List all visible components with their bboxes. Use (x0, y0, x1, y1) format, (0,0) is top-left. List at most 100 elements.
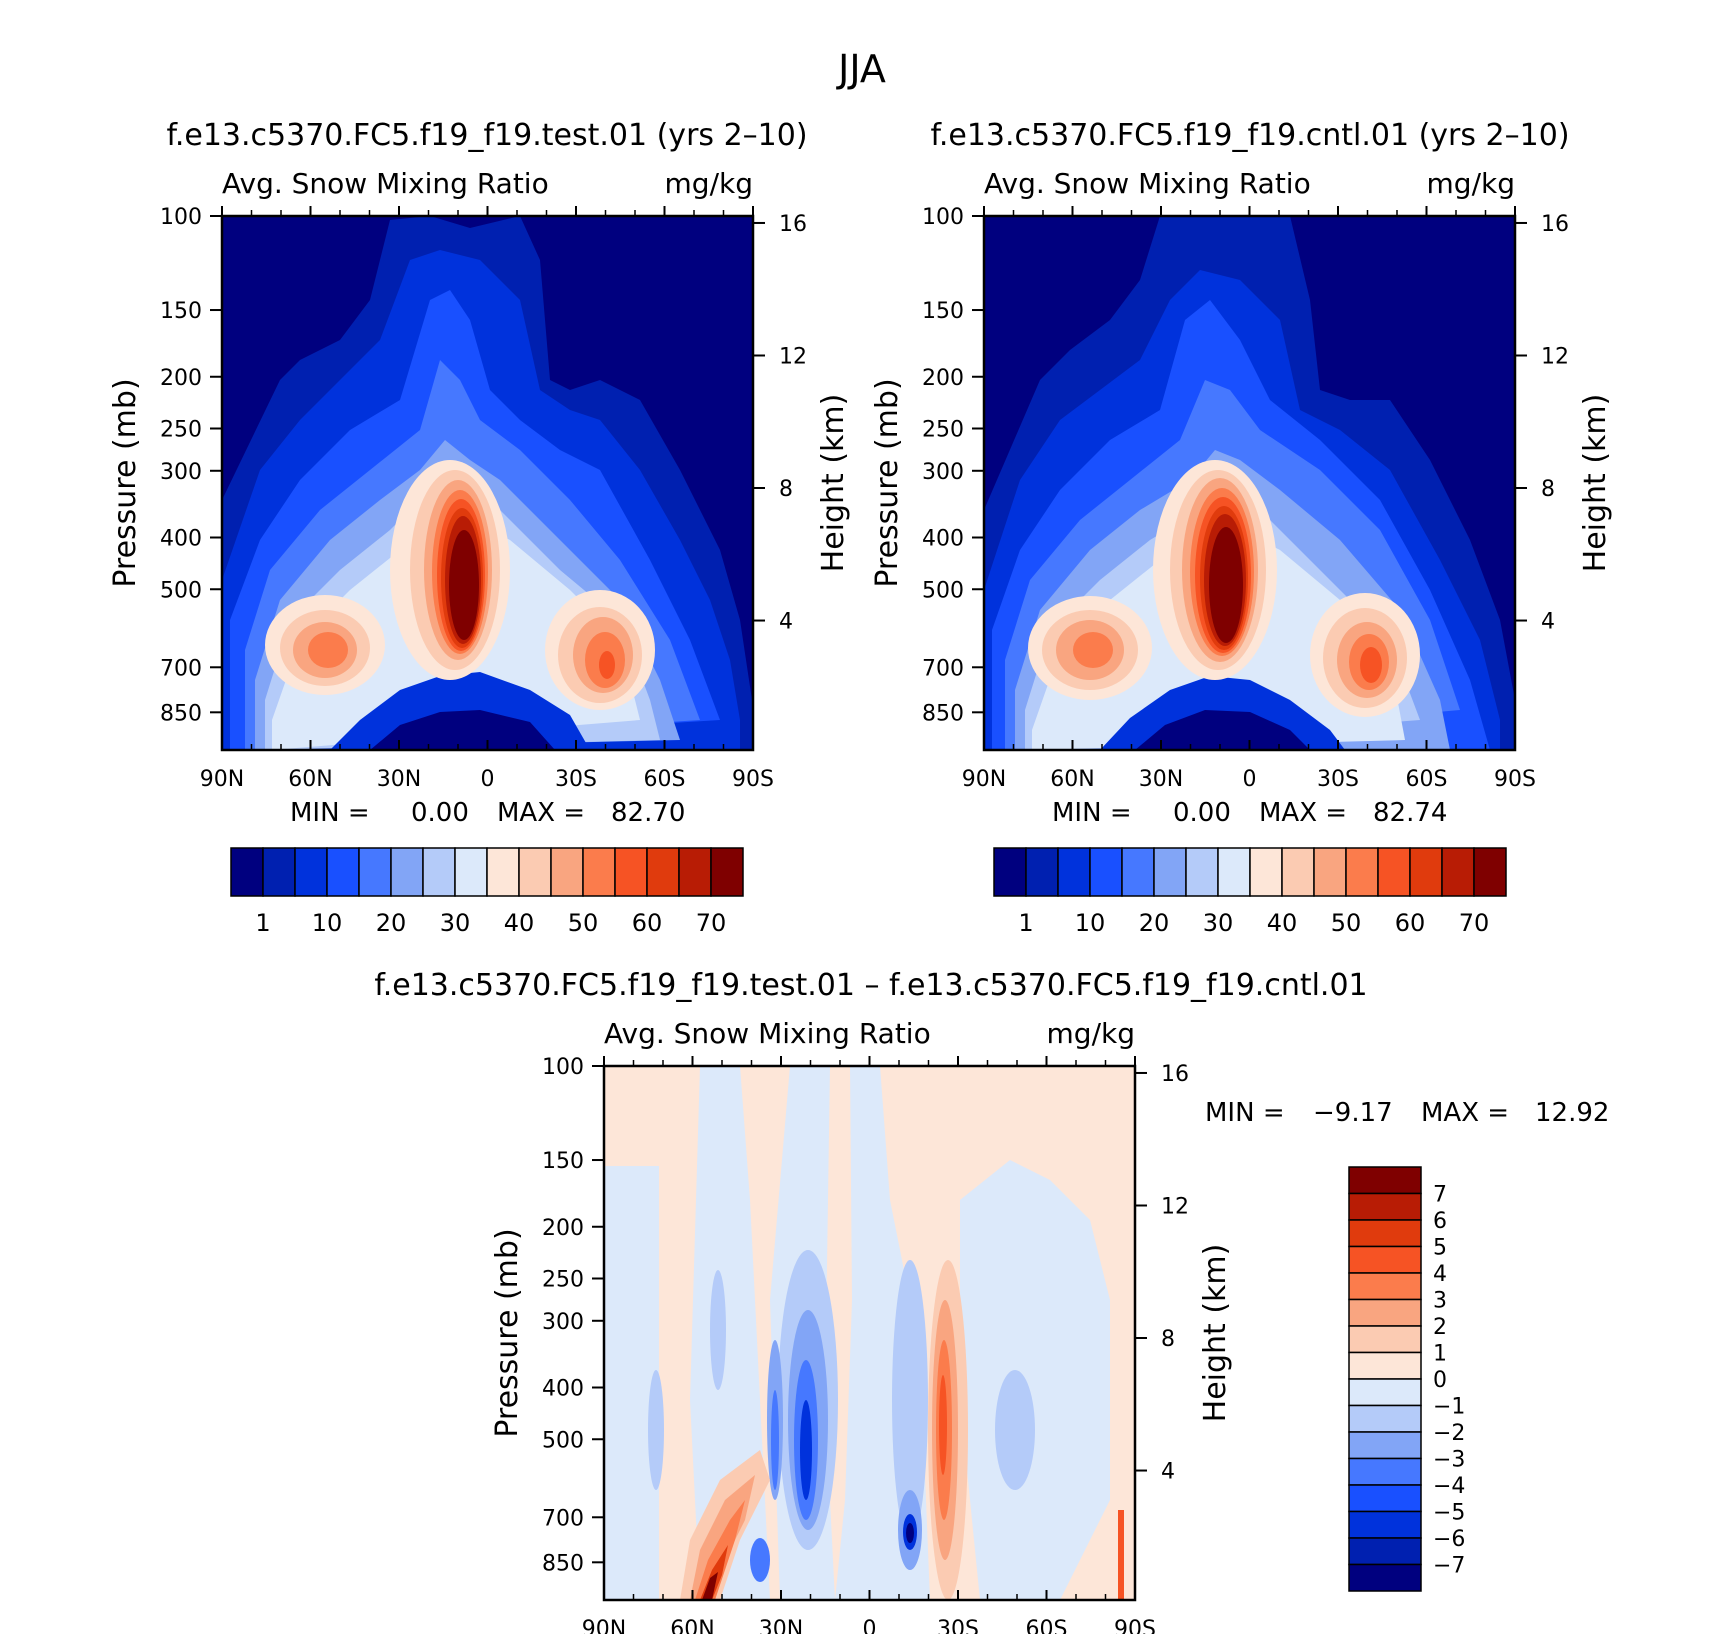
y-tick-label: 300 (160, 460, 202, 485)
colorbar-box (1348, 1404, 1422, 1433)
x-tick-label: 30N (1139, 767, 1183, 792)
contour-band (960, 1160, 1110, 1600)
colorbar-label: −7 (1433, 1554, 1465, 1579)
min-label: MIN = (1052, 798, 1132, 828)
height-tick-label: 4 (1541, 610, 1555, 635)
units-label: mg/kg (1427, 167, 1515, 200)
contour-band (599, 651, 615, 679)
colorbar-box (1348, 1272, 1422, 1301)
height-tick-label: 8 (779, 477, 793, 502)
colorbar-box (1249, 847, 1283, 897)
colorbar-box (993, 847, 1027, 897)
contour-band (1118, 1510, 1124, 1600)
contour-band (906, 1523, 914, 1543)
colorbar-box (518, 847, 552, 897)
contour-band (648, 1370, 664, 1490)
x-tick-label: 30S (937, 1617, 979, 1634)
colorbar-box (1345, 847, 1379, 897)
panel-cntl: f.e13.c5370.FC5.f19_f19.cntl.01 (yrs 2–1… (870, 118, 1613, 937)
colorbar-box (1473, 847, 1507, 897)
contour-band (800, 1400, 812, 1500)
y-tick-label: 200 (922, 366, 964, 391)
max-value: 82.74 (1373, 798, 1447, 828)
panel-title: f.e13.c5370.FC5.f19_f19.cntl.01 (yrs 2–1… (930, 118, 1569, 153)
y-tick-label: 150 (160, 299, 202, 324)
colorbar-box (1348, 1378, 1422, 1407)
y-tick-label: 850 (542, 1551, 584, 1576)
units-label: mg/kg (665, 167, 753, 200)
colorbar-box (1348, 1431, 1422, 1460)
colorbar-label: 60 (632, 909, 663, 937)
colorbar-box (1121, 847, 1155, 897)
colorbar-label: 10 (312, 909, 343, 937)
colorbar-box (1348, 1298, 1422, 1327)
colorbar-box (1348, 1166, 1422, 1195)
colorbar-label: 7 (1433, 1183, 1447, 1208)
height-tick-label: 12 (1541, 344, 1569, 369)
colorbar-label: 70 (696, 909, 727, 937)
x-tick-label: 0 (1243, 767, 1257, 792)
panel-test: f.e13.c5370.FC5.f19_f19.test.01 (yrs 2–1… (108, 118, 851, 937)
contour-band (892, 1260, 928, 1540)
colorbar: 1 10 20 30 40 50 60 70 (993, 847, 1507, 937)
colorbar-box (1057, 847, 1091, 897)
height-tick-label: 16 (779, 212, 807, 237)
panel-title: f.e13.c5370.FC5.f19_f19.test.01 (yrs 2–1… (166, 118, 807, 153)
contour-band (1209, 527, 1243, 643)
colorbar-box (486, 847, 520, 897)
colorbar-label: 40 (1267, 909, 1298, 937)
colorbar-box (1185, 847, 1219, 897)
colorbar-label: 60 (1395, 909, 1426, 937)
colorbar-box (1348, 1351, 1422, 1380)
x-tick-label: 60S (1026, 1617, 1068, 1634)
height-tick-label: 12 (1161, 1194, 1189, 1219)
y-tick-label: 500 (160, 578, 202, 603)
x-tick-label: 60S (1406, 767, 1448, 792)
y-axis-title: Pressure (mb) (108, 378, 143, 587)
colorbar-box (678, 847, 712, 897)
colorbar-box (1348, 1484, 1422, 1513)
colorbar-box (294, 847, 328, 897)
contour-band (695, 1500, 745, 1600)
y-tick-label: 100 (542, 1055, 584, 1080)
contour-band (449, 530, 479, 640)
y-axis-title-right: Height (km) (816, 394, 851, 573)
colorbar-box (1348, 1325, 1422, 1354)
contour-band (771, 1390, 779, 1490)
height-tick-label: 4 (779, 610, 793, 635)
height-tick-label: 4 (1161, 1460, 1175, 1485)
colorbar-box (710, 847, 744, 897)
variable-label: Avg. Snow Mixing Ratio (984, 167, 1311, 200)
y-tick-label: 850 (160, 701, 202, 726)
y-tick-label: 400 (922, 527, 964, 552)
y-axis-title-right: Height (km) (1578, 394, 1613, 573)
colorbar-label: 1 (1433, 1342, 1447, 1367)
colorbar-label: 4 (1433, 1262, 1447, 1287)
height-tick-label: 12 (779, 344, 807, 369)
max-value: 82.70 (611, 798, 685, 828)
y-tick-label: 500 (542, 1428, 584, 1453)
contour-band (308, 632, 348, 668)
colorbar-box (326, 847, 360, 897)
y-tick-label: 200 (160, 366, 202, 391)
colorbar-box (1348, 1537, 1422, 1566)
min-label: MIN = (1205, 1098, 1285, 1128)
colorbar-box (1409, 847, 1443, 897)
colorbar-box (1217, 847, 1251, 897)
colorbar-label: 1 (1018, 909, 1033, 937)
variable-label: Avg. Snow Mixing Ratio (222, 167, 549, 200)
panel-difference: f.e13.c5370.FC5.f19_f19.test.01 – f.e13.… (374, 968, 1609, 1634)
y-tick-label: 400 (542, 1377, 584, 1402)
contour-band (370, 710, 555, 750)
colorbar-box (1348, 1219, 1422, 1248)
colorbar-label: 6 (1433, 1209, 1447, 1234)
contour-field (604, 1066, 1135, 1600)
x-tick-label: 90S (1114, 1617, 1156, 1634)
x-tick-label: 30S (555, 767, 597, 792)
colorbar-label: 1 (255, 909, 270, 937)
colorbar-label: 10 (1075, 909, 1106, 937)
colorbar-label: 50 (568, 909, 599, 937)
contour-band (604, 1166, 659, 1600)
colorbar-box (1348, 1563, 1422, 1592)
x-tick-label: 90N (200, 767, 244, 792)
